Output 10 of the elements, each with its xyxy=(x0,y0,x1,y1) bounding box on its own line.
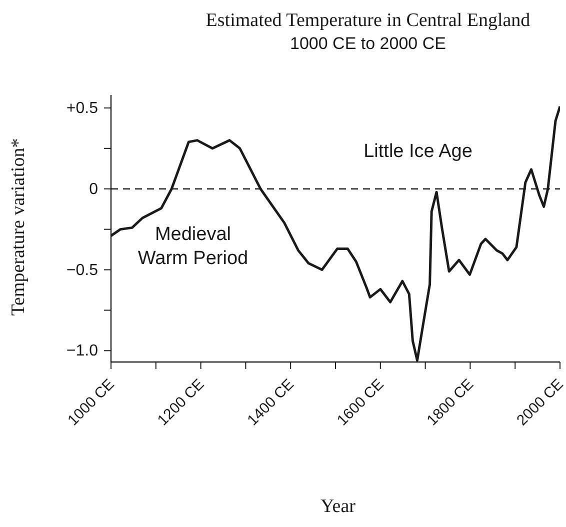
chart-title: Estimated Temperature in Central England xyxy=(204,10,532,32)
x-axis-title: Year xyxy=(319,496,356,518)
y-tick-label: −1.0 xyxy=(66,342,98,360)
y-tick-label: −0.5 xyxy=(66,262,98,279)
y-tick-label: 0 xyxy=(89,180,98,198)
annotation: Medieval Warm Period xyxy=(136,223,250,271)
y-axis-title: Temperature variation* xyxy=(8,138,30,316)
chart-subtitle: 1000 CE to 2000 CE xyxy=(289,34,447,54)
y-tick-label: +0.5 xyxy=(66,100,98,117)
annotation: Little Ice Age xyxy=(362,140,474,164)
